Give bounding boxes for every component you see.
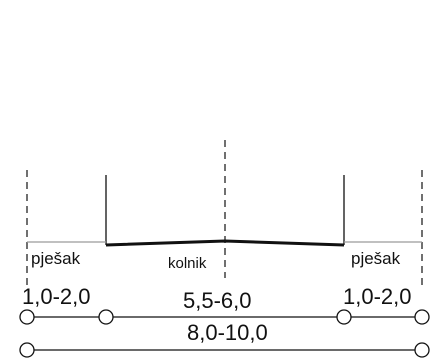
total-dimension-marker-right xyxy=(414,342,430,358)
roadway-surface xyxy=(105,239,345,247)
left-sidewalk-width-label: 1,0-2,0 xyxy=(22,284,91,309)
dimension-marker-right-curb xyxy=(336,309,352,325)
left-sidewalk-label: pješak xyxy=(31,249,81,268)
roadway-width-label: 5,5-6,0 xyxy=(183,288,252,313)
total-dimension-marker-left xyxy=(19,342,35,358)
dimension-marker-right xyxy=(414,309,430,325)
total-width-label: 8,0-10,0 xyxy=(187,320,268,345)
dimension-marker-left-curb xyxy=(98,309,114,325)
roadway-label: kolnik xyxy=(168,255,207,272)
right-sidewalk-label: pješak xyxy=(351,249,401,268)
right-sidewalk-width-label: 1,0-2,0 xyxy=(343,284,412,309)
dimension-marker-left xyxy=(19,309,35,325)
